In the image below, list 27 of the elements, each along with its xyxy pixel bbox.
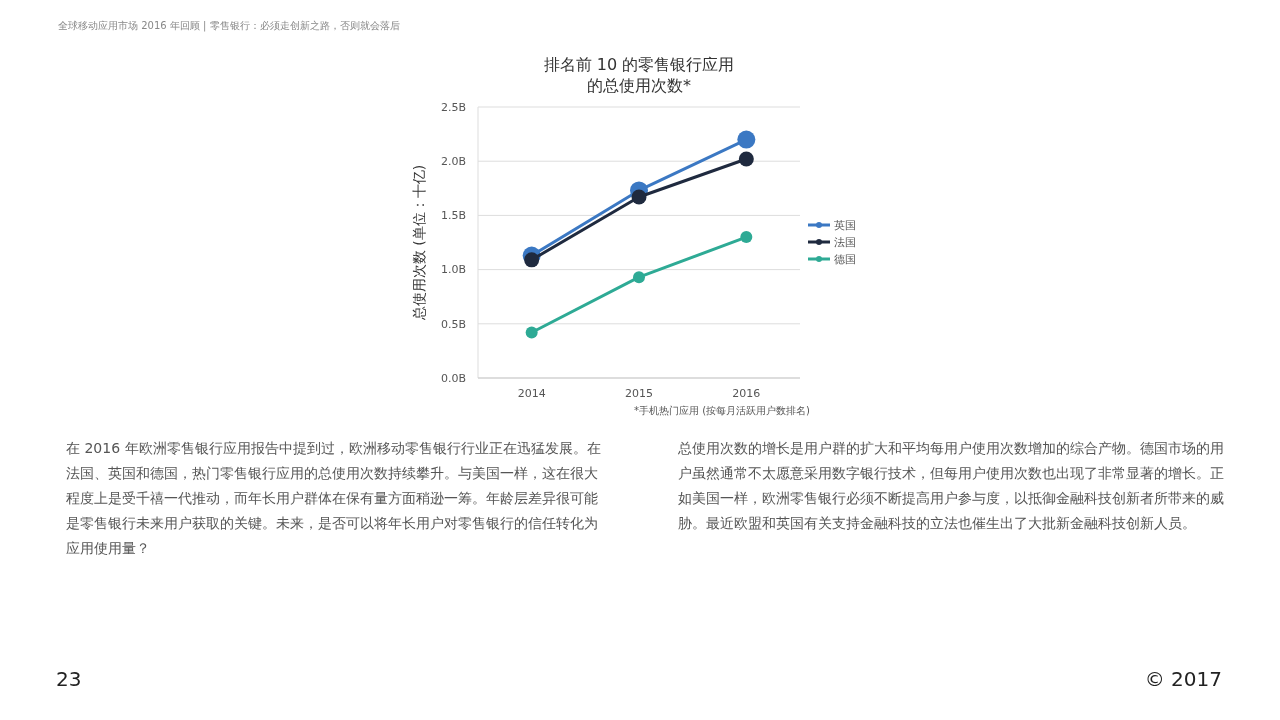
text: *手机热门应用 (按每月活跃用户数排名) <box>633 404 810 418</box>
point <box>525 326 538 339</box>
y-tick-label: 1.5B <box>440 209 466 223</box>
y-tick-label: 2.5B <box>440 100 466 114</box>
y-tick-label: 0.0B <box>440 371 466 385</box>
legend-label: 英国 <box>834 218 856 232</box>
text: 23 <box>56 667 82 691</box>
y-tick-label: 2.0B <box>440 155 466 169</box>
text: © 2017 <box>1144 667 1222 691</box>
x-tick-label: 2015 <box>625 387 653 400</box>
legend-label: 德国 <box>834 252 856 266</box>
text: 总使用次数的增长是用户群的扩大和平均每用户使用次数增加的综合产物。德国市场的用户虽然通常不太愿意采用数字银行技术，但每用户使用次数也出现了非常显著的增长。正如美国一样，欧洲零售银行必须不断提高用户参与度，以抵御金融科技创新者所带来的威胁。最近欧盟和英国有关支持金融科技的立法也催生出了大批新金融科技创新人员。 <box>678 439 1225 533</box>
point <box>631 189 647 205</box>
y-tick-label: 0.5B <box>440 317 466 331</box>
point <box>738 151 754 167</box>
x-tick-label: 2016 <box>732 387 761 400</box>
y-axis-title: 总使用次数 (单位：十亿) <box>411 164 427 322</box>
point <box>633 271 645 284</box>
text: 全球移动应用市场 2016 年回顾 | 零售银行：必须走创新之路，否则就会落后 <box>58 19 400 33</box>
chart-title: 排名前 10 的零售银行应用的总使用次数* <box>543 55 735 95</box>
point <box>524 252 540 268</box>
y-tick-label: 1.0B <box>440 263 466 277</box>
point <box>737 130 756 149</box>
legend-label: 法国 <box>834 235 856 249</box>
point <box>740 231 753 244</box>
x-tick-label: 2014 <box>517 387 546 400</box>
text: 在 2016 年欧洲零售银行应用报告中提到过，欧洲移动零售银行行业正在迅猛发展。在法国、英国和德国，热门零售银行应用的总使用次数持续攀升。与美国一样，这在很大程度上是受千禧一代推动，而年长用户群体在保有量方面稍逊一筹。年龄层差异很可能是零售银行未来用户获取的关键。未来，是否可以将年长用户对零售银行的信任转化为应用使用量？ <box>66 439 602 558</box>
